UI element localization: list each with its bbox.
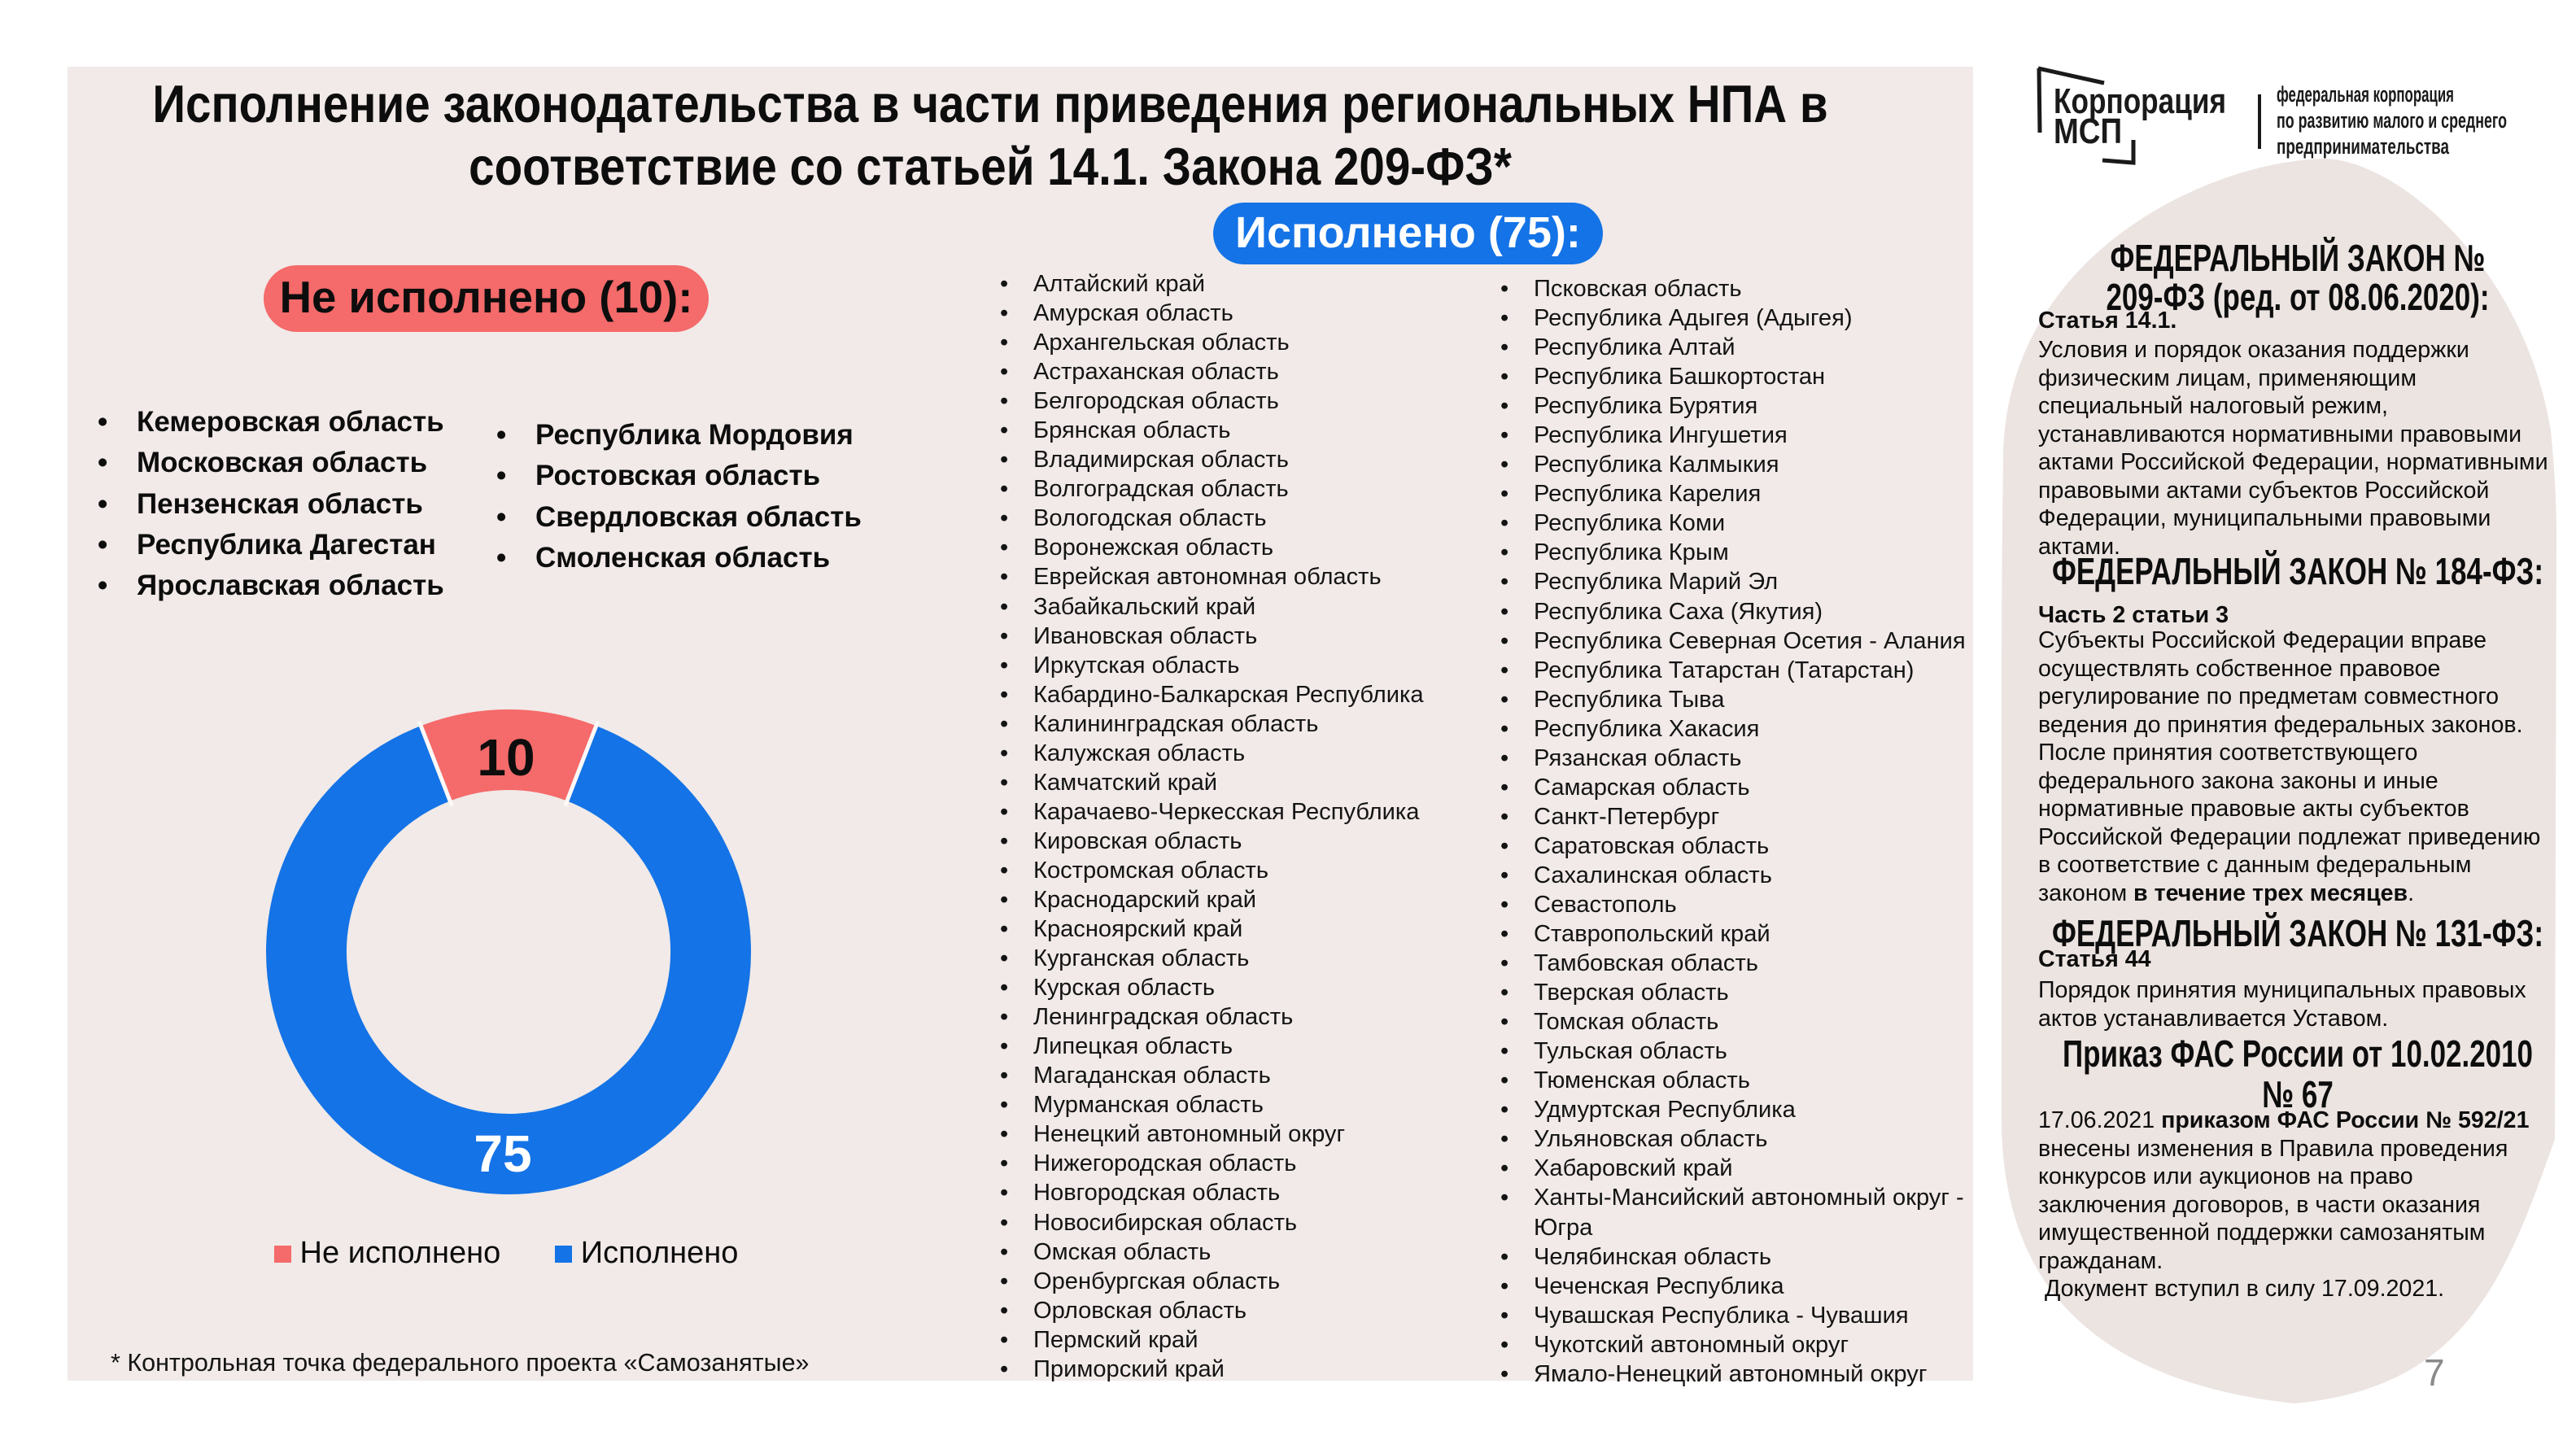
svg-text:75: 75 bbox=[474, 1124, 531, 1183]
svg-text:МСП: МСП bbox=[2054, 111, 2122, 151]
svg-text:10: 10 bbox=[477, 728, 535, 787]
svg-text:Корпорация: Корпорация bbox=[2054, 81, 2226, 121]
svg-text:по развитию малого и среднего: по развитию малого и среднего bbox=[2277, 108, 2507, 133]
svg-text:федеральная корпорация: федеральная корпорация bbox=[2277, 82, 2454, 107]
svg-text:предпринимательства: предпринимательства bbox=[2277, 134, 2450, 159]
